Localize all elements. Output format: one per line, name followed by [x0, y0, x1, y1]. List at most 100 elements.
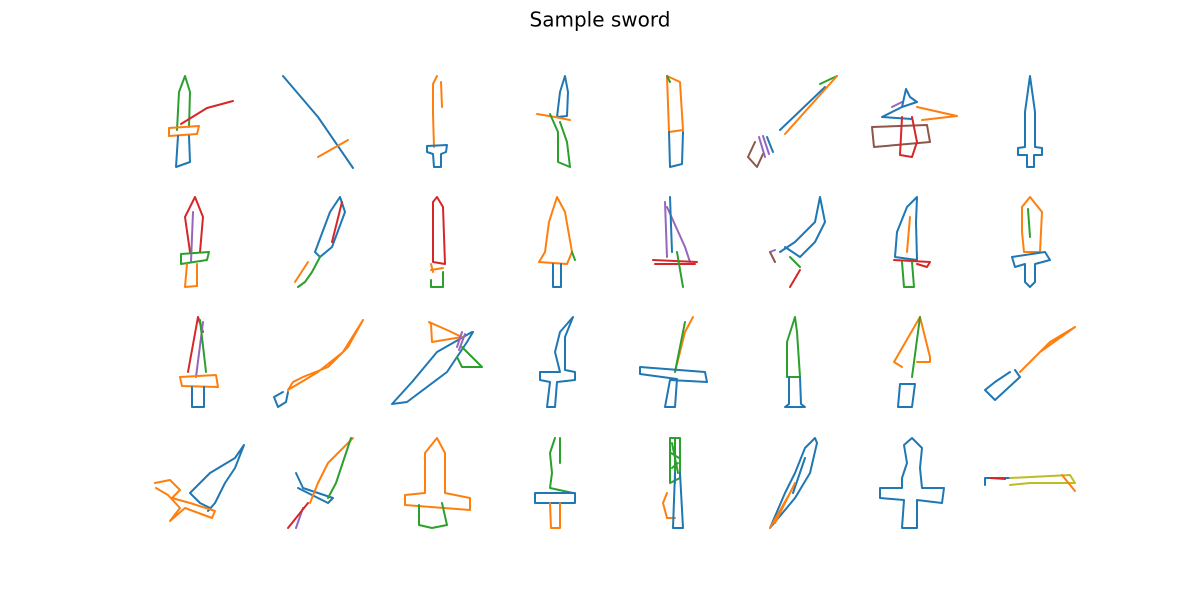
stroke [426, 144, 448, 168]
stroke [1017, 75, 1043, 168]
stroke [906, 216, 911, 253]
stroke [168, 125, 200, 137]
stroke [309, 437, 354, 504]
stroke [672, 472, 684, 529]
stroke [769, 482, 796, 529]
sword-sketch [666, 75, 684, 168]
stroke [199, 319, 207, 373]
stroke [911, 316, 921, 378]
stroke [894, 196, 918, 261]
stroke [287, 319, 364, 391]
stroke [432, 75, 443, 148]
stroke [428, 321, 463, 343]
sword-sketch [747, 75, 838, 168]
stroke [664, 201, 691, 263]
stroke [789, 256, 801, 268]
stroke [989, 477, 1006, 480]
sword-sketch [287, 437, 354, 529]
stroke [418, 502, 448, 529]
stroke [536, 113, 571, 121]
stroke [430, 263, 444, 273]
stroke [176, 75, 191, 131]
sword-sketch [893, 316, 931, 408]
stroke [287, 502, 309, 529]
stroke [273, 391, 289, 408]
stroke [984, 369, 1021, 401]
stroke [916, 106, 958, 121]
stroke [282, 75, 354, 169]
sword-sketch [769, 196, 826, 288]
stroke [766, 136, 774, 153]
stroke [189, 444, 245, 512]
sword-sketch [282, 75, 354, 169]
stroke [297, 256, 321, 288]
stroke [571, 251, 576, 261]
stroke [1009, 474, 1076, 486]
stroke [180, 251, 210, 265]
sword-sketch [168, 75, 234, 168]
stroke [404, 437, 471, 511]
sword-sketch [1011, 196, 1051, 288]
stroke [331, 201, 343, 243]
sword-sketch [784, 316, 806, 408]
sword-sketch [426, 75, 448, 168]
stroke [432, 196, 446, 265]
sword-sketch [769, 437, 818, 529]
stroke [180, 100, 234, 125]
stroke [430, 271, 444, 288]
stroke [897, 383, 916, 408]
stroke [549, 437, 574, 494]
stroke [901, 261, 915, 288]
stroke [539, 316, 576, 408]
stroke [666, 75, 684, 133]
stroke [317, 139, 349, 158]
stroke [534, 492, 576, 504]
stroke [669, 196, 673, 253]
stroke [881, 88, 918, 120]
stroke [1021, 196, 1043, 253]
sword-sketch [430, 196, 446, 288]
stroke [893, 316, 931, 368]
stroke [674, 321, 686, 373]
sword-sketch [534, 437, 576, 529]
sword-sketch [1017, 75, 1043, 168]
sword-sketch [893, 196, 931, 288]
sword-sketch [539, 316, 576, 408]
sword-sketch [273, 319, 364, 408]
sword-sketch [154, 444, 245, 522]
sword-sketch [652, 196, 698, 288]
sword-sketch [536, 75, 571, 168]
stroke [184, 196, 204, 253]
stroke [1061, 474, 1076, 492]
sword-sketch [639, 316, 708, 408]
stroke [295, 472, 334, 504]
stroke [154, 479, 216, 522]
stroke [549, 113, 571, 168]
stroke [1027, 208, 1031, 238]
stroke [784, 376, 806, 408]
stroke [769, 251, 776, 263]
figure-title: Sample sword [530, 8, 671, 32]
stroke [879, 437, 945, 529]
stroke [1011, 251, 1051, 288]
stroke [662, 492, 676, 519]
stroke [179, 374, 219, 388]
stroke [549, 502, 561, 529]
stroke [676, 251, 684, 288]
sword-sketch [871, 88, 958, 158]
sword-sketch [662, 437, 684, 529]
stroke [666, 75, 671, 83]
sword-sketch [404, 437, 471, 529]
stroke [175, 135, 191, 168]
sword-sketch [538, 196, 576, 288]
stroke [456, 331, 466, 351]
stroke [191, 386, 205, 408]
stroke [456, 346, 483, 368]
stroke [893, 259, 931, 268]
stroke [391, 331, 474, 405]
stroke [556, 75, 569, 118]
stroke [779, 196, 826, 258]
